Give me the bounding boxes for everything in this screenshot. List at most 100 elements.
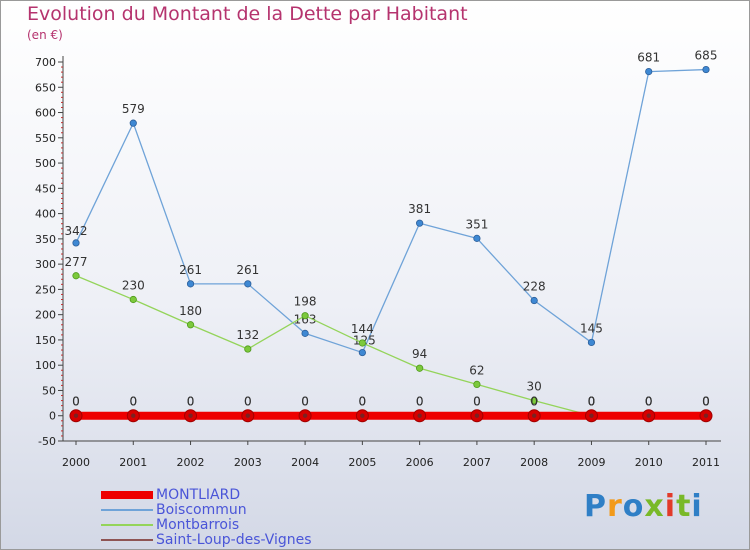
series-line-montbarrois xyxy=(75,275,707,417)
data-point-center-montliard xyxy=(417,413,422,418)
y-tick-label: 500 xyxy=(35,157,56,170)
x-tick-label: 2007 xyxy=(463,456,491,469)
data-label-montliard: 0 xyxy=(72,395,80,409)
data-point-boiscommun xyxy=(129,119,137,127)
data-label-saint-loup-des-vignes: 0 xyxy=(645,395,653,409)
data-label-montbarrois: 62 xyxy=(469,363,484,377)
data-point-montbarrois xyxy=(473,380,481,389)
y-tick-label: 300 xyxy=(35,258,56,271)
data-label-montliard: 0 xyxy=(187,395,195,409)
data-point-boiscommun xyxy=(645,68,653,76)
y-tick-label: 150 xyxy=(35,334,56,347)
data-label-montliard: 0 xyxy=(416,395,424,409)
data-point-boiscommun xyxy=(358,348,366,357)
data-point-center-montliard xyxy=(302,413,308,418)
x-tick-label: 2011 xyxy=(692,456,720,469)
data-label-boiscommun: 579 xyxy=(122,102,145,116)
data-label-montbarrois: 94 xyxy=(412,347,427,361)
data-point-boiscommun xyxy=(244,280,252,288)
legend-swatch-montliard xyxy=(101,491,153,499)
data-point-center-montliard xyxy=(589,413,594,418)
data-label-saint-loup-des-vignes: 0 xyxy=(72,395,80,409)
legend-label-boiscommun: Boiscommun xyxy=(156,502,247,518)
data-label-montbarrois: 0 xyxy=(588,395,596,409)
data-point-boiscommun xyxy=(587,338,596,347)
data-label-boiscommun: 261 xyxy=(179,263,202,277)
y-tick-label: 50 xyxy=(42,384,56,397)
data-point-center-montliard xyxy=(474,413,480,418)
logo-letter: i xyxy=(664,489,677,524)
logo-letter: r xyxy=(607,489,623,524)
data-point-center-montliard xyxy=(245,413,251,418)
proxiti-logo: Proxiti xyxy=(584,489,703,524)
data-point-center-montliard xyxy=(188,413,193,418)
data-label-boiscommun: 145 xyxy=(580,321,603,335)
data-point-montbarrois xyxy=(301,312,309,320)
data-label-montliard: 0 xyxy=(645,395,653,409)
data-point-boiscommun xyxy=(416,219,424,227)
series-line-boiscommun xyxy=(75,68,707,354)
data-point-boiscommun xyxy=(473,234,481,242)
chart-title: Evolution du Montant de la Dette par Hab… xyxy=(27,3,468,25)
logo-letter: t xyxy=(676,489,692,524)
data-point-center-montliard xyxy=(131,413,136,418)
x-tick-label: 2000 xyxy=(62,456,90,469)
data-label-montbarrois: 144 xyxy=(351,322,374,336)
data-point-center-montliard xyxy=(73,413,79,418)
data-point-montbarrois xyxy=(186,321,195,329)
line-chart: -500501001502002503003504004505005506006… xyxy=(35,49,721,469)
data-label-saint-loup-des-vignes: 0 xyxy=(473,395,481,409)
y-tick-label: 650 xyxy=(35,81,56,94)
data-label-boiscommun: 261 xyxy=(236,263,259,277)
data-label-montliard: 0 xyxy=(588,395,596,409)
y-tick-label: 0 xyxy=(49,410,56,423)
legend-label-saint-loup-des-vignes: Saint-Loup-des-Vignes xyxy=(156,532,312,548)
x-tick-label: 2001 xyxy=(119,456,147,469)
y-tick-label: 100 xyxy=(35,359,56,372)
data-point-montbarrois xyxy=(416,364,424,372)
logo-letter: P xyxy=(584,489,607,524)
data-point-montbarrois xyxy=(129,295,137,304)
x-tick-label: 2005 xyxy=(348,456,376,469)
y-tick-label: 550 xyxy=(35,132,56,145)
data-label-montliard: 0 xyxy=(301,395,309,409)
data-label-saint-loup-des-vignes: 0 xyxy=(359,395,367,409)
data-label-saint-loup-des-vignes: 0 xyxy=(301,395,309,409)
data-label-saint-loup-des-vignes: 0 xyxy=(187,395,195,409)
data-label-montliard: 0 xyxy=(129,395,137,409)
y-tick-label: 400 xyxy=(35,208,56,221)
data-point-center-montliard xyxy=(360,413,365,418)
data-label-montbarrois: 132 xyxy=(236,328,259,342)
x-tick-label: 2010 xyxy=(635,456,663,469)
y-tick-label: 200 xyxy=(35,309,56,322)
x-tick-label: 2003 xyxy=(234,456,262,469)
data-label-montliard: 0 xyxy=(530,395,538,409)
y-tick-label: 700 xyxy=(35,56,56,69)
data-label-montbarrois: 180 xyxy=(179,304,202,318)
data-point-boiscommun xyxy=(702,65,710,74)
data-label-montbarrois: 198 xyxy=(294,295,317,309)
data-label-montbarrois: 0 xyxy=(645,395,653,409)
data-label-montbarrois: 30 xyxy=(527,380,542,394)
logo-letter: i xyxy=(691,489,703,524)
data-label-montliard: 0 xyxy=(702,395,710,409)
data-label-boiscommun: 381 xyxy=(408,202,431,216)
data-point-boiscommun xyxy=(186,280,195,288)
data-label-montliard: 0 xyxy=(244,395,252,409)
data-label-saint-loup-des-vignes: 0 xyxy=(588,395,596,409)
data-point-montbarrois xyxy=(72,272,80,280)
data-label-boiscommun: 351 xyxy=(465,217,488,231)
data-label-montbarrois: 230 xyxy=(122,279,145,293)
data-label-boiscommun: 163 xyxy=(294,312,317,326)
legend-swatch-saint-loup-des-vignes xyxy=(101,539,153,541)
data-point-montbarrois xyxy=(358,339,366,347)
data-label-boiscommun: 228 xyxy=(523,280,546,294)
data-label-saint-loup-des-vignes: 0 xyxy=(129,395,137,409)
data-label-boiscommun: 342 xyxy=(65,224,88,238)
data-point-center-montliard xyxy=(703,413,709,418)
data-label-saint-loup-des-vignes: 0 xyxy=(530,395,538,409)
data-point-boiscommun xyxy=(301,329,309,337)
logo-letter: o xyxy=(622,489,645,524)
data-label-saint-loup-des-vignes: 0 xyxy=(702,395,710,409)
